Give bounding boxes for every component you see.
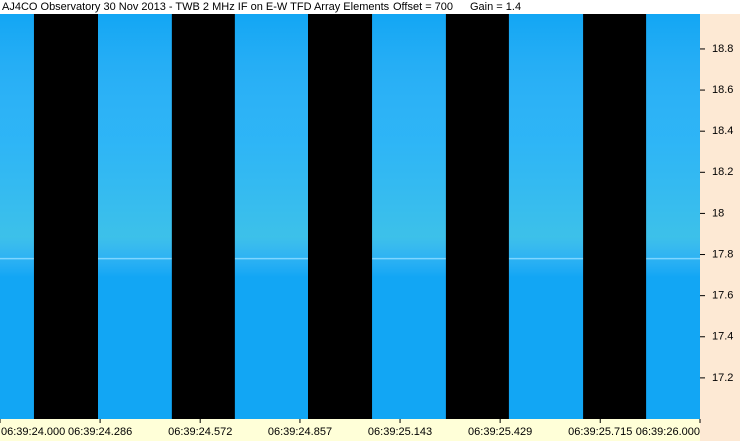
y-tick-label: 17.6	[712, 290, 733, 302]
blank-interval	[583, 14, 647, 419]
chart-title: AJ4CO Observatory 30 Nov 2013 - TWB 2 MH…	[2, 1, 390, 13]
y-tick-label: 17.2	[712, 372, 733, 384]
blank-interval	[445, 14, 509, 419]
blank-interval	[308, 14, 373, 419]
x-tick-label: 06:39:25.429	[468, 426, 532, 438]
blank-interval	[33, 14, 99, 419]
y-tick-label: 18	[712, 207, 724, 219]
x-tick-label: 06:39:26.000	[636, 426, 700, 438]
y-tick-label: 18.4	[712, 125, 733, 137]
x-tick-label: 06:39:24.857	[268, 426, 332, 438]
x-tick-label: 06:39:24.286	[68, 426, 132, 438]
y-tick-label: 18.8	[712, 43, 733, 55]
title-bar	[0, 0, 740, 14]
gain-label: Gain = 1.4	[470, 1, 521, 13]
x-tick-label: 06:39:25.143	[368, 426, 432, 438]
x-tick-label: 06:39:24.572	[168, 426, 232, 438]
offset-label: Offset = 700	[393, 1, 453, 13]
x-tick-label: 06:39:24.000	[1, 426, 65, 438]
blank-interval	[171, 14, 235, 419]
y-tick-label: 18.2	[712, 166, 733, 178]
y-tick-label: 17.4	[712, 331, 733, 343]
y-tick-label: 18.6	[712, 84, 733, 96]
y-axis-panel	[700, 14, 740, 441]
y-tick-label: 17.8	[712, 248, 733, 260]
x-axis-panel	[0, 419, 700, 441]
x-tick-label: 06:39:25.715	[568, 426, 632, 438]
